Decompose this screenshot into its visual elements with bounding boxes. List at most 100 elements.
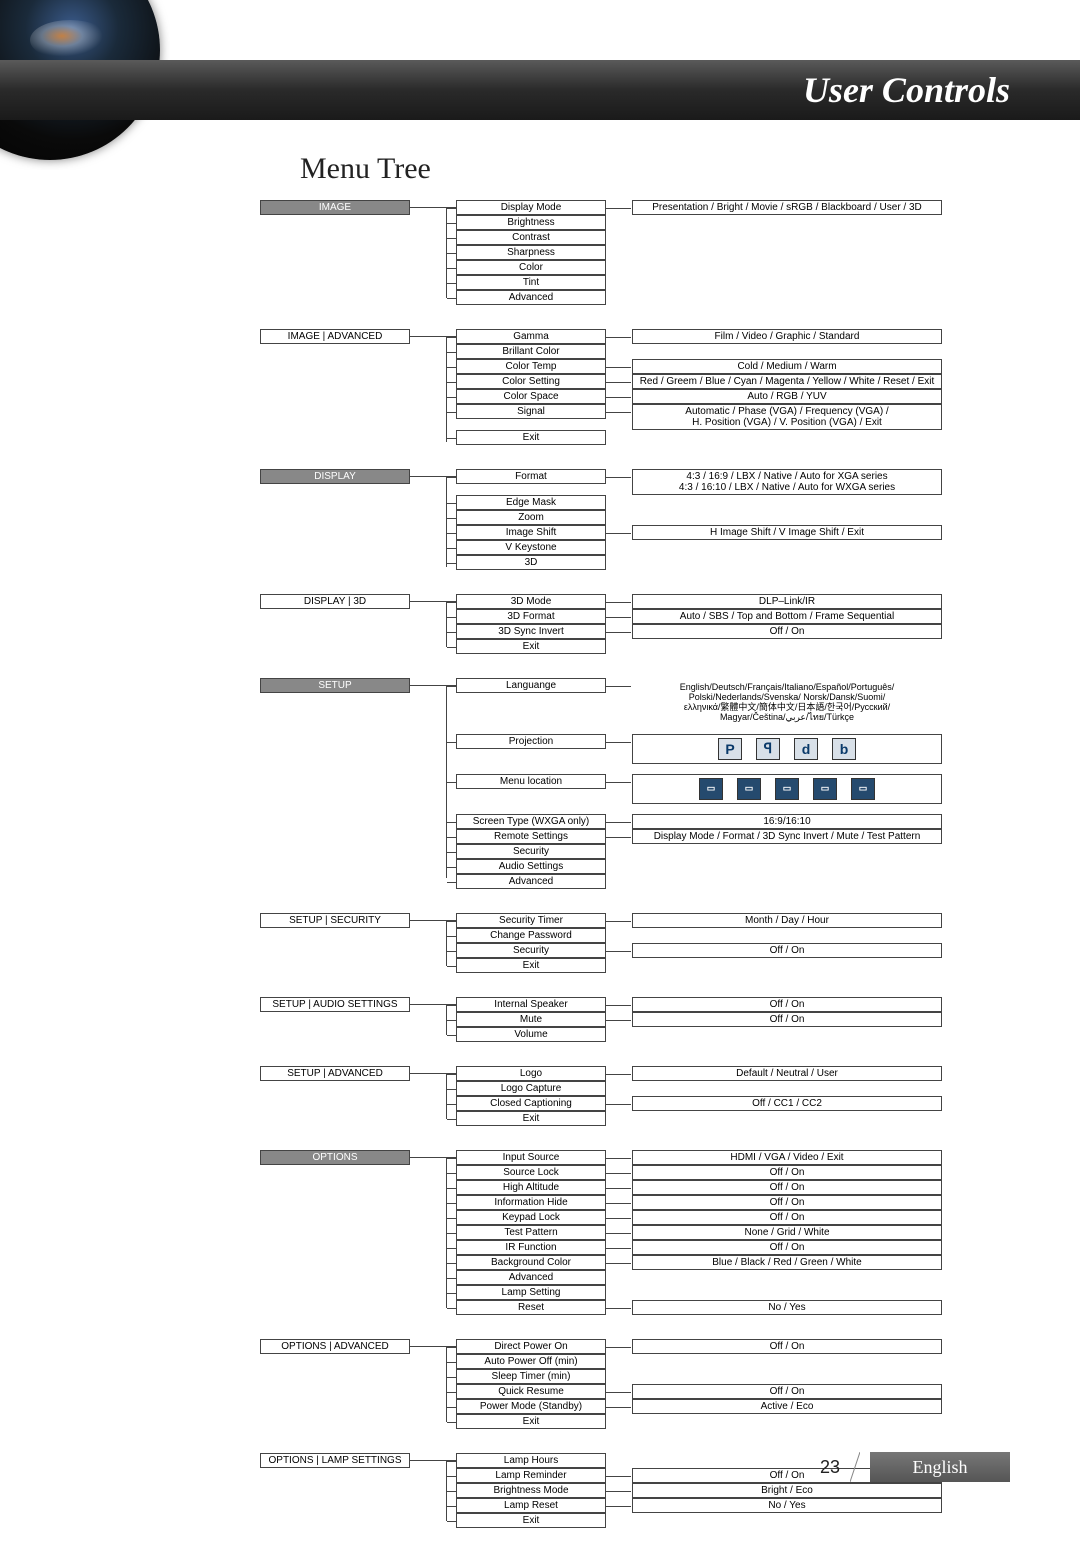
- menu-value: Off / On: [632, 1165, 942, 1180]
- menu-category: SETUP | ADVANCED: [260, 1066, 410, 1081]
- menu-item: Change Password: [456, 928, 606, 943]
- menu-item: Mute: [456, 1012, 606, 1027]
- menu-value: Off / On: [632, 624, 942, 639]
- menu-value: DLP–Link/IR: [632, 594, 942, 609]
- menu-item: Advanced: [456, 290, 606, 305]
- menu-item: Menu location: [456, 774, 606, 789]
- menu-item: V Keystone: [456, 540, 606, 555]
- menu-value: No / Yes: [632, 1300, 942, 1315]
- menu-item: Volume: [456, 1027, 606, 1042]
- menu-item: Logo: [456, 1066, 606, 1081]
- menu-item: Exit: [456, 1111, 606, 1126]
- menu-value: Auto / RGB / YUV: [632, 389, 942, 404]
- menu-item: Internal Speaker: [456, 997, 606, 1012]
- menu-item: 3D Mode: [456, 594, 606, 609]
- menu-item: Brillant Color: [456, 344, 606, 359]
- menu-value: Display Mode / Format / 3D Sync Invert /…: [632, 829, 942, 844]
- header-bar: User Controls: [0, 60, 1080, 120]
- menu-item: Tint: [456, 275, 606, 290]
- menu-item: 3D Format: [456, 609, 606, 624]
- menu-value: Off / CC1 / CC2: [632, 1096, 942, 1111]
- menu-item: 3D: [456, 555, 606, 570]
- menu-item: Keypad Lock: [456, 1210, 606, 1225]
- menu-item: Exit: [456, 1414, 606, 1429]
- menu-category: IMAGE | ADVANCED: [260, 329, 410, 344]
- menu-value: Off / On: [632, 1384, 942, 1399]
- menu-category: OPTIONS | ADVANCED: [260, 1339, 410, 1354]
- menu-value: Blue / Black / Red / Green / White: [632, 1255, 942, 1270]
- menu-item: Lamp Reminder: [456, 1468, 606, 1483]
- menu-item: Brightness: [456, 215, 606, 230]
- menu-value: 16:9/16:10: [632, 814, 942, 829]
- menu-item: Languange: [456, 678, 606, 693]
- menu-value: None / Grid / White: [632, 1225, 942, 1240]
- menu-item: Information Hide: [456, 1195, 606, 1210]
- menu-value: Off / On: [632, 1195, 942, 1210]
- menu-category: SETUP | AUDIO SETTINGS: [260, 997, 410, 1012]
- menu-category: DISPLAY: [260, 469, 410, 484]
- menu-item: Gamma: [456, 329, 606, 344]
- menu-item: Background Color: [456, 1255, 606, 1270]
- menu-item: Closed Captioning: [456, 1096, 606, 1111]
- section-title: Menu Tree: [300, 152, 431, 186]
- menu-item: Exit: [456, 958, 606, 973]
- menu-item: Display Mode: [456, 200, 606, 215]
- menu-item: Color Temp: [456, 359, 606, 374]
- menu-item: Auto Power Off (min): [456, 1354, 606, 1369]
- menu-item: Color: [456, 260, 606, 275]
- menu-value: Off / On: [632, 1240, 942, 1255]
- footer: 23 English: [820, 1452, 1010, 1482]
- menu-value: Off / On: [632, 1180, 942, 1195]
- menu-value: Default / Neutral / User: [632, 1066, 942, 1081]
- menu-value: HDMI / VGA / Video / Exit: [632, 1150, 942, 1165]
- menu-value: Bright / Eco: [632, 1483, 942, 1498]
- menu-value-languages: English/Deutsch/Français/Italiano/Españo…: [632, 678, 942, 724]
- menu-item: Remote Settings: [456, 829, 606, 844]
- page-number: 23: [820, 1457, 840, 1478]
- menu-value: No / Yes: [632, 1498, 942, 1513]
- menu-value: Presentation / Bright / Movie / sRGB / B…: [632, 200, 942, 215]
- menu-value: Red / Greem / Blue / Cyan / Magenta / Ye…: [632, 374, 942, 389]
- menu-location-icons: ▭▭▭▭▭: [632, 774, 942, 804]
- menu-item: Lamp Hours: [456, 1453, 606, 1468]
- menu-item: Direct Power On: [456, 1339, 606, 1354]
- menu-item: Quick Resume: [456, 1384, 606, 1399]
- menu-item: Screen Type (WXGA only): [456, 814, 606, 829]
- menu-item: Security Timer: [456, 913, 606, 928]
- menu-item: Reset: [456, 1300, 606, 1315]
- menu-item: Sleep Timer (min): [456, 1369, 606, 1384]
- menu-item: Advanced: [456, 1270, 606, 1285]
- menu-value: Automatic / Phase (VGA) / Frequency (VGA…: [632, 404, 942, 430]
- menu-value: Off / On: [632, 1210, 942, 1225]
- menu-item: 3D Sync Invert: [456, 624, 606, 639]
- menu-item: Exit: [456, 1513, 606, 1528]
- menu-item: Advanced: [456, 874, 606, 889]
- menu-item: Color Space: [456, 389, 606, 404]
- menu-item: Test Pattern: [456, 1225, 606, 1240]
- menu-item: Edge Mask: [456, 495, 606, 510]
- menu-category: SETUP | SECURITY: [260, 913, 410, 928]
- menu-category: IMAGE: [260, 200, 410, 215]
- menu-value: Off / On: [632, 1012, 942, 1027]
- menu-item: Image Shift: [456, 525, 606, 540]
- menu-item: Sharpness: [456, 245, 606, 260]
- menu-category: SETUP: [260, 678, 410, 693]
- menu-item: Color Setting: [456, 374, 606, 389]
- menu-tree: IMAGE Display Mode Presentation / Bright /…: [260, 200, 1040, 1552]
- menu-item: Security: [456, 844, 606, 859]
- menu-item: Signal: [456, 404, 606, 419]
- menu-value: Cold / Medium / Warm: [632, 359, 942, 374]
- menu-item: Input Source: [456, 1150, 606, 1165]
- menu-value: 4:3 / 16:9 / LBX / Native / Auto for XGA…: [632, 469, 942, 495]
- menu-value: Off / On: [632, 997, 942, 1012]
- menu-category: DISPLAY | 3D: [260, 594, 410, 609]
- header-title: User Controls: [803, 69, 1010, 111]
- menu-item: Security: [456, 943, 606, 958]
- menu-value: Film / Video / Graphic / Standard: [632, 329, 942, 344]
- menu-item: Exit: [456, 639, 606, 654]
- menu-item: Exit: [456, 430, 606, 445]
- menu-value: Active / Eco: [632, 1399, 942, 1414]
- menu-item: Lamp Setting: [456, 1285, 606, 1300]
- menu-value: Auto / SBS / Top and Bottom / Frame Sequ…: [632, 609, 942, 624]
- menu-item: Lamp Reset: [456, 1498, 606, 1513]
